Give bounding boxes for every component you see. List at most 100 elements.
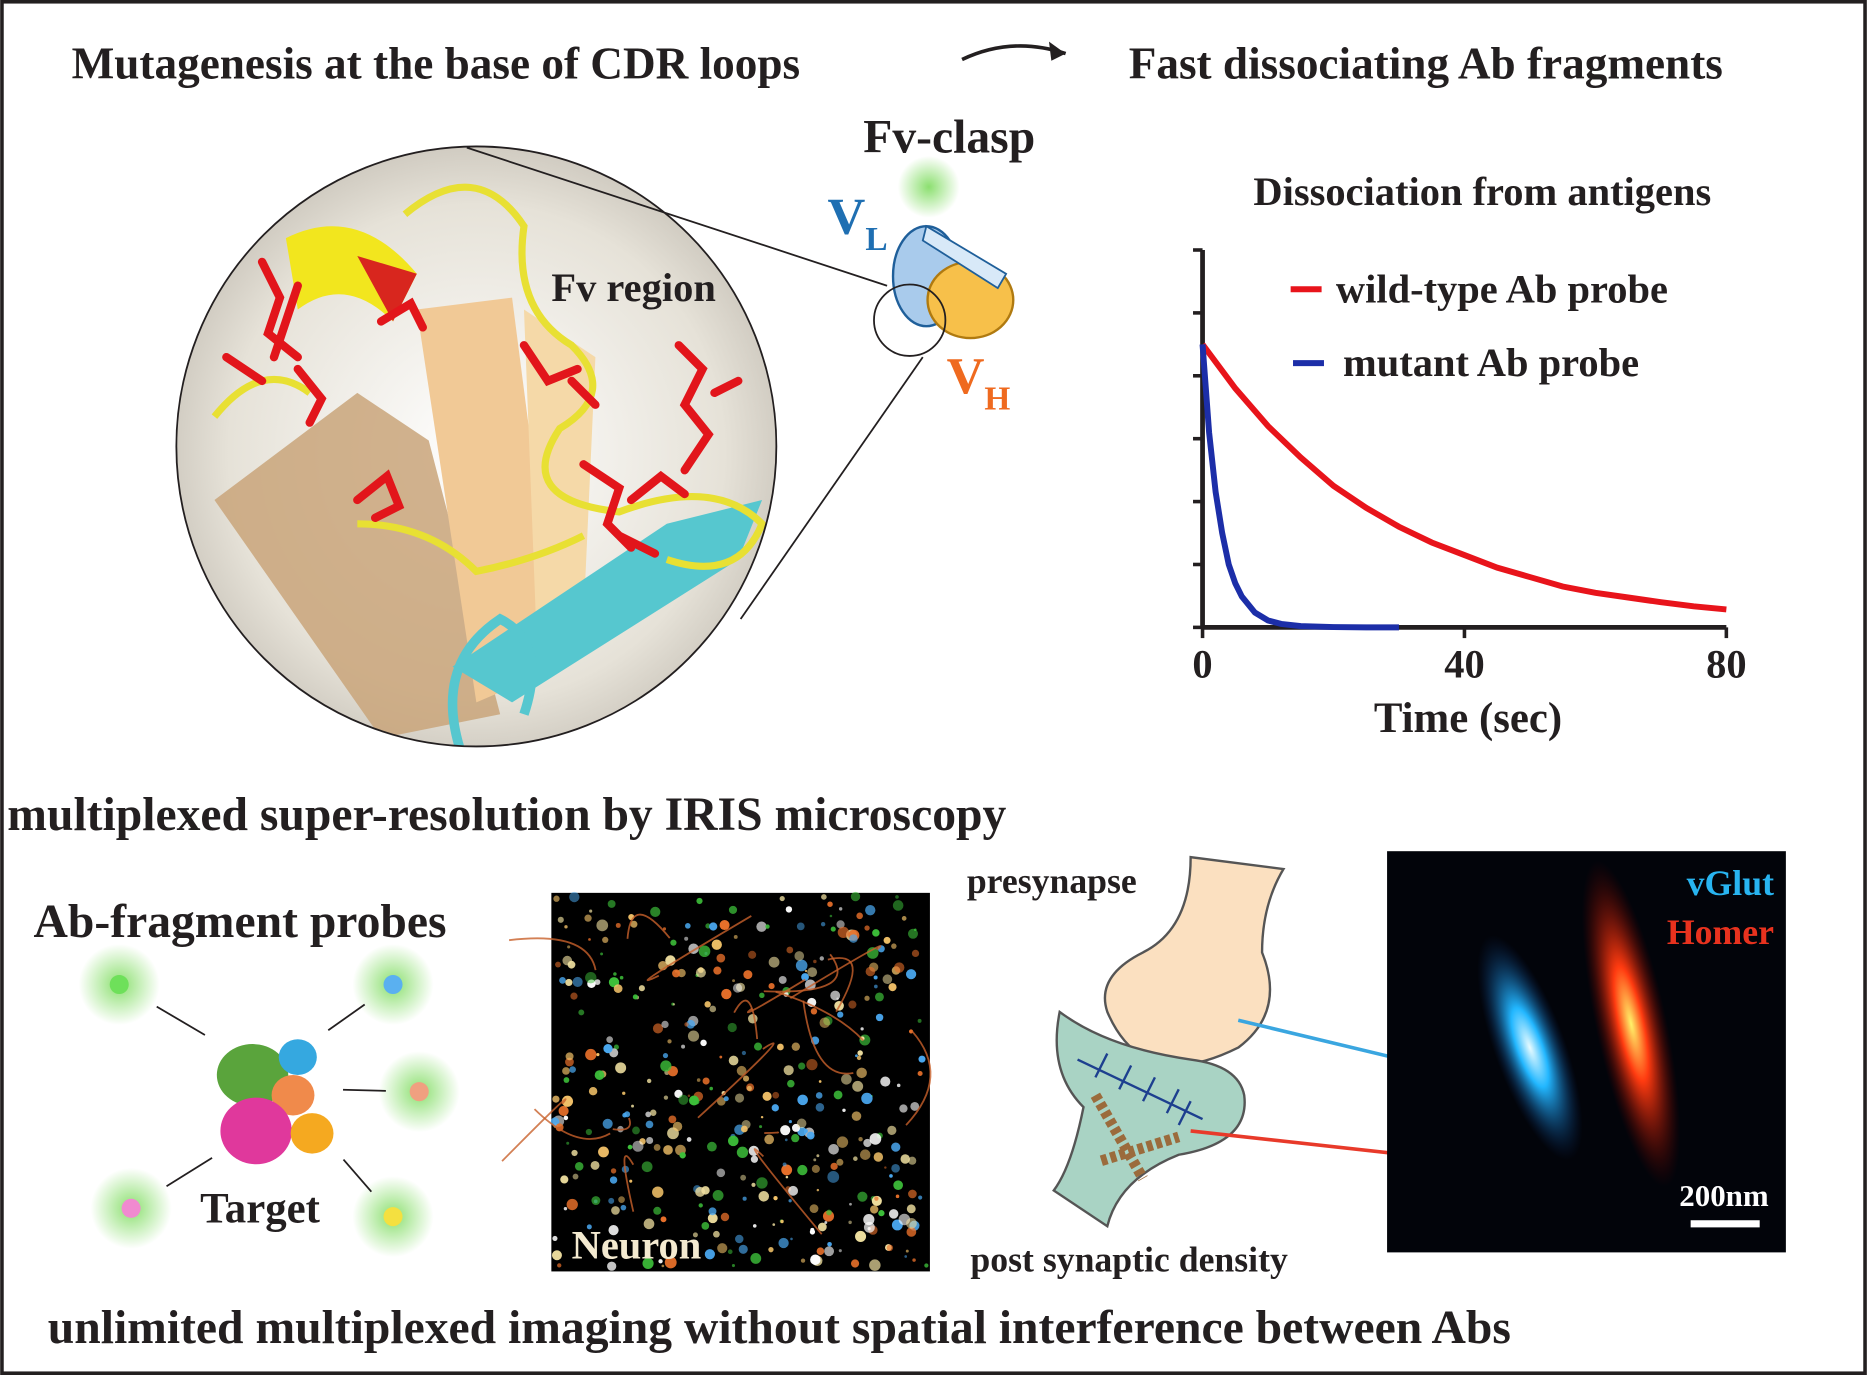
vh-main: V	[947, 347, 985, 405]
neuron-dot	[687, 1030, 700, 1042]
neuron-dot	[678, 1094, 689, 1105]
neuron-dot	[728, 1055, 739, 1066]
neuron-dot	[865, 905, 876, 916]
neuron-dot	[873, 975, 878, 980]
neuron-dot	[859, 1034, 871, 1046]
neuron-dot	[779, 895, 785, 902]
neuron-dot	[608, 1225, 619, 1236]
neuron-dot	[906, 1204, 916, 1214]
neuron-dot	[824, 1221, 828, 1224]
neuron-dot	[784, 1138, 788, 1142]
neurite	[623, 1155, 635, 1212]
neurite	[905, 1030, 932, 1126]
neuron-dot	[738, 1244, 748, 1254]
probe-core	[383, 1207, 403, 1227]
neuron-dot	[585, 971, 597, 984]
neuron-dot	[684, 1022, 689, 1027]
neuron-dot	[848, 1220, 852, 1225]
neuron-dot	[874, 992, 884, 1002]
neurite	[802, 1000, 854, 1075]
neuron-dot	[565, 1057, 574, 1067]
neuron-dot	[803, 1129, 808, 1133]
vglut-signal	[1477, 935, 1583, 1161]
chart: Dissociation from antigens Time (sec) 0 4…	[1192, 169, 1746, 742]
neuron-dot	[859, 1149, 871, 1160]
neuron-dot	[700, 1039, 707, 1047]
x-tick-label: 0	[1192, 641, 1212, 686]
neuron-dot	[820, 922, 826, 927]
neuron-dot	[797, 1094, 808, 1106]
neuron-dot	[551, 1250, 562, 1261]
neuron-dot	[631, 1104, 634, 1108]
neuron-dot	[638, 985, 645, 992]
neuron-dot	[728, 905, 738, 914]
neurite	[775, 990, 864, 1042]
neuron-dot	[566, 1198, 578, 1211]
neuron-dot	[882, 974, 893, 985]
homer-label: Homer	[1667, 912, 1774, 952]
neuron-dot	[693, 1098, 700, 1105]
neuron-dot	[596, 1053, 600, 1057]
neuron-dot	[836, 1136, 849, 1148]
neuron-dot	[768, 956, 780, 968]
neuron-dot	[594, 1070, 605, 1080]
neuron-dot	[764, 1134, 775, 1145]
neuron-dot	[662, 1052, 669, 1059]
neuron-dot	[765, 924, 770, 929]
neuron-dot	[731, 1264, 735, 1268]
neuron-dot	[777, 1043, 784, 1051]
neuron-dot	[750, 1252, 762, 1264]
neuron-dot	[891, 1164, 900, 1173]
neuron-dot	[856, 1067, 867, 1079]
neuron-dot	[894, 962, 905, 973]
series-line	[1199, 344, 1399, 631]
neuron-dot	[829, 914, 833, 918]
probes-title: Ab-fragment probes	[34, 896, 447, 948]
target-part	[290, 1113, 334, 1154]
neuron-dot	[607, 899, 616, 908]
neuron-dot	[569, 1066, 576, 1073]
neuron-dot	[696, 1078, 701, 1082]
neuron-dot	[891, 943, 897, 949]
neuron-dot	[756, 1177, 768, 1189]
neuron-dot	[856, 912, 863, 920]
neuron-dot	[827, 901, 833, 907]
neuron-dot	[833, 1090, 843, 1100]
neuron-dot	[624, 1111, 631, 1118]
neuron-dot	[733, 935, 738, 939]
neuron-dot	[740, 1174, 747, 1181]
neuron-dot	[869, 1259, 881, 1271]
neuron-dot	[853, 1156, 858, 1161]
neuron-dot	[569, 891, 580, 903]
mesh	[1077, 1053, 1204, 1126]
target-part	[278, 1039, 317, 1075]
protein-structure	[176, 146, 777, 747]
neuron-dot	[566, 1141, 570, 1145]
neuron-dot	[759, 992, 765, 999]
zoom-line	[466, 146, 888, 287]
neuron-dot	[906, 1217, 917, 1229]
neurite	[827, 957, 854, 1013]
neuron-dot	[905, 1249, 909, 1253]
neuron-dot	[615, 922, 621, 928]
neuron-dot	[884, 1166, 887, 1169]
neuron-dot	[821, 894, 827, 900]
neuron-dot	[912, 1258, 916, 1262]
neuron-dot	[660, 1060, 672, 1072]
neuron-dot	[598, 1146, 609, 1158]
x-axis-label: Time (sec)	[1374, 695, 1562, 742]
neuron-dot	[650, 906, 661, 917]
neuron-dot	[672, 969, 681, 978]
neurite	[646, 915, 752, 982]
neuron-dot	[783, 1065, 794, 1076]
neuron-dot	[873, 1152, 884, 1162]
vl-main: V	[828, 187, 866, 245]
neuron-dot	[696, 897, 703, 905]
neuron-dot	[743, 970, 753, 980]
neuron-dot	[704, 1001, 711, 1008]
neuron-dot	[860, 1027, 864, 1031]
neuron-dot	[723, 1096, 729, 1102]
neuron-dot	[772, 1091, 780, 1099]
glow	[897, 155, 960, 218]
neuron-dot	[798, 1062, 806, 1070]
